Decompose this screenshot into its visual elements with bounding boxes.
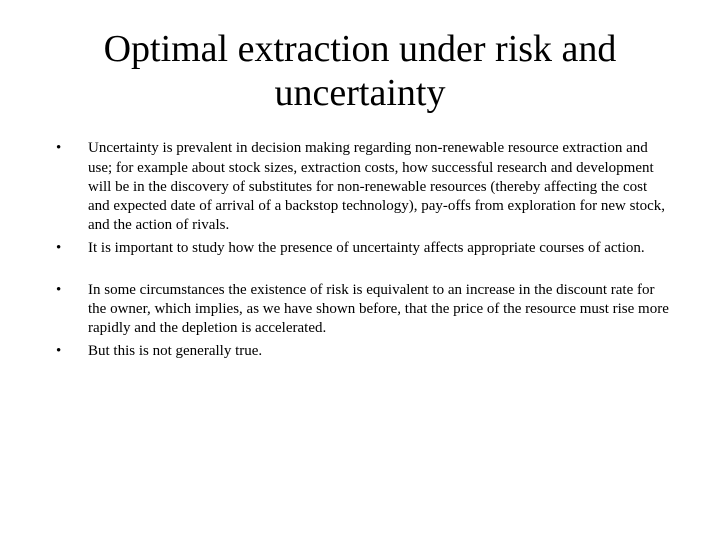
bullet-list: In some circumstances the existence of r… <box>48 281 672 362</box>
list-item: It is important to study how the presenc… <box>48 239 672 258</box>
slide-title: Optimal extraction under risk and uncert… <box>48 28 672 115</box>
list-item: In some circumstances the existence of r… <box>48 281 672 339</box>
spacer <box>48 263 672 281</box>
list-item: But this is not generally true. <box>48 342 672 361</box>
bullet-list: Uncertainty is prevalent in decision mak… <box>48 139 672 258</box>
list-item: Uncertainty is prevalent in decision mak… <box>48 139 672 235</box>
